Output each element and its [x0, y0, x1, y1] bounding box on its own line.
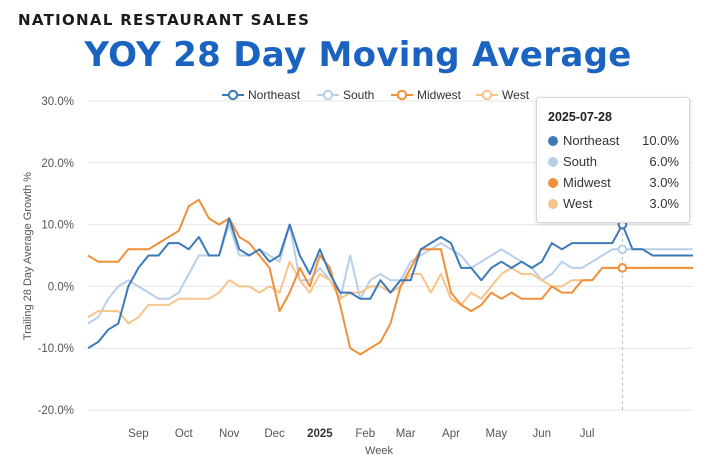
x-tick-label: Apr: [442, 428, 460, 440]
legend-item-northeast[interactable]: Northeast: [222, 88, 301, 102]
series-line-northeast: [87, 217, 693, 350]
highlight-point-midwest[interactable]: [617, 263, 628, 273]
y-tick-label: -10.0%: [38, 343, 74, 355]
x-tick-label: 2025: [307, 428, 333, 440]
legend-marker-icon: [227, 89, 239, 101]
y-tick-label: 0.0%: [48, 281, 74, 293]
y-tick-label: 30.0%: [41, 96, 74, 108]
x-axis-title: Week: [365, 445, 393, 457]
west-dot-icon: [548, 199, 558, 209]
tooltip-series-name: Northeast: [563, 133, 620, 148]
grid-lines: [88, 100, 693, 411]
x-tick-label: Oct: [175, 428, 194, 440]
x-tick-label: Nov: [219, 428, 240, 440]
tooltip-series-value: 3.0%: [649, 175, 679, 190]
y-axis-title: Trailing 28 Day Average Growth %: [22, 172, 34, 340]
tooltip-series-value: 6.0%: [649, 154, 679, 169]
y-tick-label: -20.0%: [38, 405, 74, 417]
legend-item-south[interactable]: South: [317, 88, 374, 102]
tooltip-series-value: 10.0%: [642, 133, 679, 148]
legend-item-west[interactable]: West: [476, 88, 530, 102]
tooltip-series-name: West: [563, 196, 593, 211]
legend-label: South: [343, 88, 374, 102]
legend-marker-icon: [481, 89, 493, 101]
south-dot-icon: [548, 157, 558, 167]
tooltip-series-name: Midwest: [563, 175, 611, 190]
series-line-south: [87, 223, 693, 325]
tooltip-series-value: 3.0%: [649, 196, 679, 211]
supertitle: NATIONAL RESTAURANT SALES: [18, 11, 311, 29]
series-lines: [87, 198, 693, 356]
legend-label: Northeast: [248, 88, 301, 102]
x-tick-label: Feb: [355, 428, 375, 440]
legend-label: Midwest: [417, 88, 462, 102]
legend: Northeast South Midwest West: [222, 88, 530, 102]
tooltip-row-midwest: Midwest 3.0%: [548, 175, 679, 191]
x-tick-label: Jun: [532, 428, 551, 440]
tooltip-series-name: South: [563, 154, 597, 169]
midwest-dot-icon: [548, 178, 558, 188]
x-tick-label: Mar: [396, 428, 416, 440]
tooltip-row-west: West 3.0%: [548, 196, 679, 212]
tooltip-row-northeast: Northeast 10.0%: [548, 133, 679, 149]
x-tick-label: Sep: [128, 428, 148, 440]
y-tick-label: 20.0%: [41, 158, 74, 170]
tooltip-row-south: South 6.0%: [548, 154, 679, 170]
series-line-midwest: [87, 198, 693, 356]
tooltip: 2025-07-28 Northeast 10.0% South 6.0% Mi…: [536, 97, 690, 223]
x-axis-ticks: Sep Oct Nov Dec 2025 Feb Mar Apr May Jun Jul: [128, 428, 594, 440]
legend-marker-icon: [396, 89, 408, 101]
legend-label: West: [502, 88, 530, 102]
y-tick-label: 10.0%: [41, 220, 74, 232]
x-tick-label: May: [486, 428, 508, 440]
y-axis-ticks: -20.0% -10.0% 0.0% 10.0% 20.0% 30.0%: [38, 96, 74, 417]
chart-title: YOY 28 Day Moving Average: [84, 35, 632, 75]
x-tick-label: Dec: [264, 428, 285, 440]
northeast-dot-icon: [548, 136, 558, 146]
highlight-point-south[interactable]: [617, 244, 628, 255]
legend-marker-icon: [322, 89, 334, 101]
tooltip-date: 2025-07-28: [548, 110, 612, 124]
legend-item-midwest[interactable]: Midwest: [391, 88, 462, 102]
x-tick-label: Jul: [580, 428, 595, 440]
